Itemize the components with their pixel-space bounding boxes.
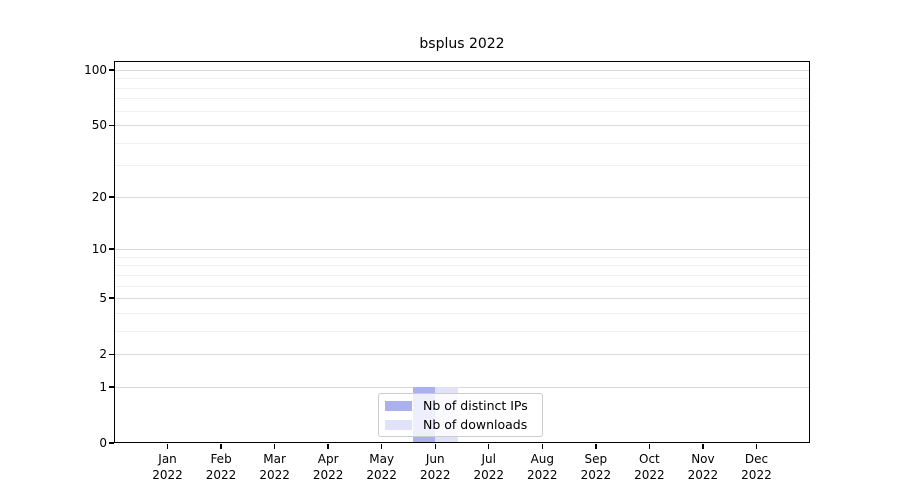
x-tick-month: Jul [481, 452, 496, 466]
x-tick-year: 2022 [205, 468, 237, 482]
gridline-minor [114, 142, 810, 144]
x-tick-month: Dec [744, 452, 769, 466]
x-tick-mark [166, 444, 169, 449]
y-tick-label: 100 [84, 63, 107, 77]
x-tick-mark [434, 444, 436, 449]
y-tick-label: 1 [99, 379, 107, 394]
x-tick-month: Feb [210, 452, 232, 466]
x-tick-label: Oct 2022 [613, 451, 685, 483]
y-tick-label: 2 [99, 347, 107, 362]
gridline-minor [114, 110, 810, 112]
gridline-minor [114, 274, 810, 276]
gridline-minor [114, 98, 810, 100]
x-tick-label: Dec 2022 [720, 451, 792, 483]
x-tick-mark [327, 444, 329, 449]
x-tick-year: 2022 [473, 468, 505, 482]
y-tick-mark [109, 353, 114, 355]
y-tick-mark [109, 386, 114, 388]
x-tick-mark [380, 444, 383, 449]
y-tick-label: 5 [99, 291, 107, 306]
x-tick-label: Apr 2022 [292, 451, 364, 483]
x-tick-mark [755, 444, 758, 449]
x-tick-month: Apr [317, 452, 339, 466]
legend-label-downloads: Nb of downloads [423, 416, 528, 432]
x-tick-label: Mar 2022 [239, 451, 311, 483]
plot-area [114, 61, 810, 443]
legend-entry-distinct-ips: Nb of distinct IPs [385, 397, 536, 414]
x-tick-label: Feb 2022 [185, 451, 257, 483]
gridline-minor [114, 285, 810, 287]
chart-title: bsplus 2022 [419, 36, 505, 52]
x-tick-year: 2022 [419, 468, 451, 482]
gridline-minor [114, 265, 810, 267]
y-tick-mark [109, 442, 114, 444]
x-tick-year: 2022 [580, 468, 612, 482]
x-tick-year: 2022 [741, 468, 772, 482]
x-tick-mark [220, 444, 222, 449]
gridline-minor [114, 165, 810, 167]
x-tick-year: 2022 [687, 468, 719, 482]
x-tick-month: Mar [263, 452, 286, 466]
x-tick-year: 2022 [634, 468, 665, 482]
legend-entry-downloads: Nb of downloads [385, 416, 536, 433]
gridline-minor [114, 87, 810, 89]
x-tick-year: 2022 [312, 468, 344, 482]
x-tick-month: Aug [530, 452, 555, 466]
x-tick-month: Jun [425, 452, 445, 466]
x-tick-year: 2022 [152, 468, 183, 482]
x-tick-year: 2022 [259, 468, 290, 482]
legend-swatch-distinct-ips [385, 400, 412, 411]
x-tick-month: Oct [639, 452, 660, 466]
y-tick-mark [109, 69, 114, 71]
gridline-major [114, 354, 810, 356]
x-tick-mark [541, 444, 543, 449]
y-tick-label: 50 [91, 118, 107, 133]
gridline-major [114, 125, 810, 127]
legend-label-distinct-ips: Nb of distinct IPs [423, 397, 528, 413]
x-tick-label: Nov 2022 [667, 451, 739, 483]
gridline-major [114, 249, 810, 251]
x-tick-month: May [369, 452, 395, 466]
y-tick-mark [109, 124, 114, 126]
x-tick-mark [488, 444, 490, 449]
x-tick-label: May 2022 [346, 451, 418, 483]
gridline-major [114, 196, 810, 198]
x-tick-year: 2022 [527, 468, 558, 482]
x-tick-label: Jun 2022 [399, 451, 471, 483]
gridline-minor [114, 312, 810, 314]
y-tick-mark [109, 297, 114, 299]
x-tick-label: Jul 2022 [453, 451, 525, 483]
x-tick-label: Sep 2022 [560, 451, 632, 483]
y-tick-label: 20 [91, 189, 107, 204]
x-tick-mark [273, 444, 276, 449]
gridline-major [114, 386, 810, 388]
gridline-minor [114, 78, 810, 80]
gridline-minor [114, 256, 810, 258]
legend-swatch-downloads [385, 419, 412, 430]
x-tick-mark [595, 444, 597, 449]
x-tick-mark [648, 444, 651, 449]
y-tick-mark [109, 196, 114, 198]
gridline-minor [114, 330, 810, 332]
legend: Nb of distinct IPs Nb of downloads [378, 393, 543, 437]
x-tick-mark [702, 444, 704, 449]
x-tick-year: 2022 [366, 468, 397, 482]
x-tick-month: Sep [584, 452, 608, 466]
x-tick-month: Jan [158, 452, 177, 466]
y-tick-label: 0 [99, 436, 107, 450]
gridline-major [114, 70, 810, 71]
gridline-major [114, 298, 810, 300]
x-tick-month: Nov [691, 452, 715, 466]
x-tick-label: Aug 2022 [506, 451, 578, 483]
y-tick-mark [109, 248, 114, 250]
y-tick-label: 10 [91, 242, 107, 257]
x-tick-label: Jan 2022 [132, 451, 204, 483]
